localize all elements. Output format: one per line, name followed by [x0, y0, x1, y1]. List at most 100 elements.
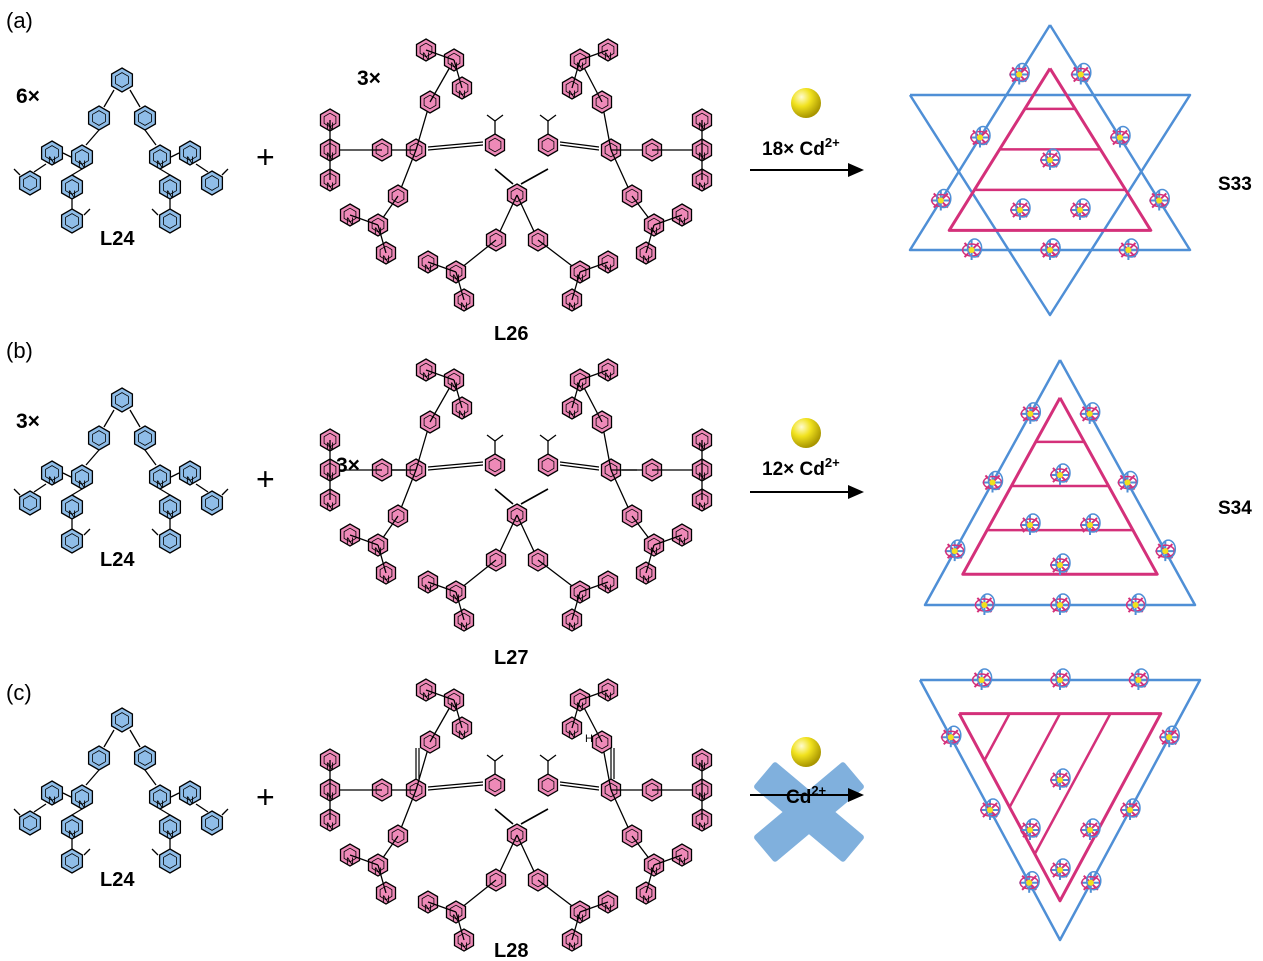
cd-ion	[1162, 548, 1169, 555]
pink-ligand-rung	[1033, 713, 1112, 855]
cd-ion	[1027, 410, 1034, 417]
aromatic-ring	[133, 745, 157, 771]
metal-node	[1070, 198, 1091, 220]
nitrogen-atom-label: N	[422, 691, 430, 703]
metal-node	[944, 539, 966, 562]
bond	[159, 488, 171, 496]
cd-ion	[987, 807, 993, 813]
aromatic-ring-inner	[489, 232, 503, 248]
aromatic-ring-inner	[423, 94, 437, 110]
aromatic-ring-inner	[391, 188, 405, 204]
aromatic-ring-inner	[323, 172, 337, 188]
nitrogen-atom-label: N	[382, 254, 390, 266]
bond	[579, 369, 609, 381]
bond	[62, 152, 72, 158]
aromatic-ring	[158, 848, 182, 874]
aromatic-ring-inner	[423, 734, 437, 750]
bond	[427, 141, 484, 148]
bond	[83, 528, 91, 536]
aromatic-ring-inner	[419, 682, 433, 698]
aromatic-ring-inner	[601, 362, 615, 378]
aromatic-ring-inner	[421, 894, 435, 910]
metal-node	[1040, 148, 1061, 170]
cd-ion	[1127, 807, 1133, 813]
nitrogen-atom-label: N	[78, 479, 86, 491]
cd-ion	[1087, 879, 1094, 886]
metal-node	[1050, 768, 1071, 790]
bond	[559, 144, 600, 151]
bond	[579, 901, 609, 913]
bond	[33, 483, 47, 493]
nitrogen-atom-label: N	[460, 941, 468, 953]
node-ring	[1076, 62, 1092, 83]
cd-ion	[978, 677, 985, 683]
aromatic-ring-inner	[604, 782, 618, 798]
aromatic-ring-inner	[153, 149, 167, 165]
nitrogen-atom-label: N	[460, 301, 468, 313]
node-ring	[1014, 62, 1030, 83]
aromatic-ring-inner	[625, 828, 639, 844]
aromatic-ring-inner	[565, 292, 579, 308]
node-ring	[1085, 513, 1101, 533]
aromatic-ring	[60, 528, 84, 554]
nitrogen-atom-label: N	[576, 381, 584, 393]
cd-ion-sphere-b	[791, 418, 821, 448]
nitrogen-atom-label: N	[78, 159, 86, 171]
aromatic-ring-inner	[625, 508, 639, 524]
aromatic-ring-inner	[625, 188, 639, 204]
cd-ion	[1057, 867, 1063, 873]
nitrogen-atom-label: N	[450, 701, 458, 713]
incomplete-cage-structure	[918, 668, 1202, 942]
metal-node	[1050, 593, 1071, 615]
bond	[13, 488, 21, 496]
bond	[427, 464, 484, 471]
blue-ligand-frame	[908, 93, 1192, 317]
aromatic-ring-inner	[379, 565, 393, 581]
aromatic-ring-inner	[565, 612, 579, 628]
aromatic-ring-inner	[409, 142, 423, 158]
bond	[653, 534, 683, 546]
nitrogen-atom-label: N	[48, 475, 56, 487]
aromatic-ring-inner	[447, 372, 461, 388]
aromatic-ring-inner	[65, 819, 79, 835]
nitrogen-atom-label: N	[568, 89, 576, 101]
metal-node	[1050, 668, 1071, 690]
bond	[195, 163, 209, 173]
bond	[486, 434, 496, 442]
aromatic-ring-inner	[205, 815, 219, 831]
metal-node	[1050, 463, 1071, 485]
aromatic-ring-inner	[541, 457, 555, 473]
aromatic-ring-inner	[115, 712, 129, 728]
nitrogen-atom-label: N	[78, 799, 86, 811]
l24-label-a: L24	[100, 228, 135, 250]
bond	[539, 754, 549, 762]
bond	[559, 461, 600, 468]
nitrogen-atom-label: N	[186, 475, 194, 487]
bond	[151, 528, 159, 536]
nitrogen-atom-label: N	[374, 546, 382, 558]
cd-ion	[1047, 157, 1053, 163]
panel-tag-c: (c)	[6, 680, 32, 705]
nitrogen-atom-label: N	[450, 381, 458, 393]
aromatic-ring-inner	[343, 527, 357, 543]
aromatic-ring	[110, 67, 134, 93]
aromatic-ring-inner	[565, 80, 579, 96]
blocked-cross-icon	[754, 762, 864, 862]
aromatic-ring	[200, 810, 224, 836]
aromatic-ring-inner	[604, 142, 618, 158]
blue-ligand-frame	[908, 24, 1192, 252]
bond	[645, 224, 655, 254]
aromatic-ring-inner	[391, 828, 405, 844]
aromatic-ring	[133, 105, 157, 131]
aromatic-ring-inner	[447, 52, 461, 68]
bond	[221, 808, 229, 816]
node-ring	[976, 668, 993, 688]
bond	[559, 784, 600, 791]
aromatic-ring-inner	[447, 692, 461, 708]
metal-node	[1128, 668, 1150, 690]
bond	[195, 803, 209, 813]
aromatic-ring-inner	[639, 565, 653, 581]
aromatic-ring-inner	[421, 254, 435, 270]
aromatic-ring-inner	[323, 492, 337, 508]
aromatic-ring-inner	[645, 462, 659, 478]
